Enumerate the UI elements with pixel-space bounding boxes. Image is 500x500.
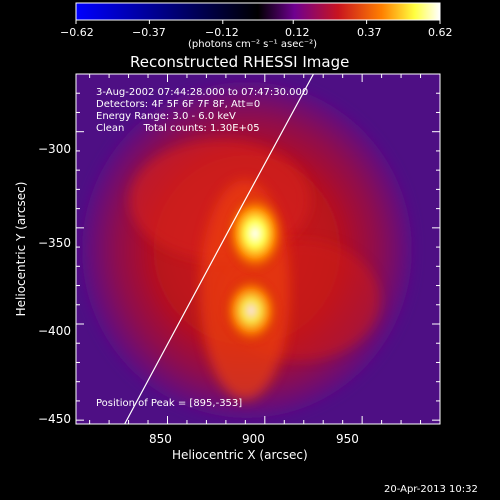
colorbar-tick-label-0: −0.62 xyxy=(60,26,94,39)
x-tick-label: 850 xyxy=(149,432,172,446)
x-tick-label: 900 xyxy=(242,432,265,446)
y-tick-label: −450 xyxy=(38,412,71,426)
detectors-annotation: Detectors: 4F 5F 6F 7F 8F, Att=0 xyxy=(96,99,261,110)
peak-position-annotation: Position of Peak = [895,-353] xyxy=(96,398,243,409)
plot-frame xyxy=(75,73,441,425)
colorbar-tick-label-1: −0.37 xyxy=(132,26,166,39)
y-tick-label: −350 xyxy=(38,236,71,250)
peak-source xyxy=(223,191,288,276)
solar-limb-line xyxy=(124,74,315,424)
y-axis-ticks xyxy=(76,73,440,421)
colorbar-units: (photons cm⁻² s⁻¹ asec⁻²) xyxy=(188,39,318,50)
colorbar-tick-label-2: −0.12 xyxy=(205,26,239,39)
colorbar xyxy=(75,2,441,24)
y-tick-label: −400 xyxy=(38,324,71,338)
colorbar-gradient xyxy=(75,2,441,21)
x-axis-ticks xyxy=(89,74,441,424)
colorbar-ticks xyxy=(75,20,441,24)
secondary-source xyxy=(221,274,282,347)
y-axis-label: Heliocentric Y (arcsec) xyxy=(14,181,28,317)
colorbar-tick-label-5: 0.62 xyxy=(428,26,453,39)
clean-counts-annotation: Clean Total counts: 1.30E+05 xyxy=(96,123,260,134)
colorbar-tick-label-3: 0.12 xyxy=(285,26,310,39)
x-axis-label: Heliocentric X (arcsec) xyxy=(172,448,308,462)
time-range-annotation: 3-Aug-2002 07:44:28.000 to 07:47:30.000 xyxy=(96,87,309,98)
colorbar-tick-label-4: 0.37 xyxy=(357,26,382,39)
energy-range-annotation: Energy Range: 3.0 - 6.0 keV xyxy=(96,111,236,122)
y-tick-label: −300 xyxy=(38,142,71,156)
chart-title: Reconstructed RHESSI Image xyxy=(130,53,350,71)
x-tick-label: 950 xyxy=(336,432,359,446)
timestamp: 20-Apr-2013 10:32 xyxy=(384,484,478,495)
